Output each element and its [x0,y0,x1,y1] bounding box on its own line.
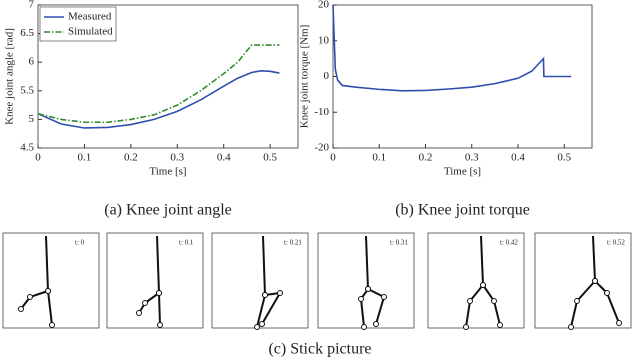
stick-joint [27,294,33,300]
legend-label: Measured [68,11,112,23]
stick-joint [254,324,260,330]
x-tick-label: 0.3 [465,152,479,164]
legend-label: Simulated [68,26,113,38]
stick-joint [381,294,387,300]
stick-joint [616,320,622,326]
stick-time-label: t: 0.31 [390,239,408,247]
stick-panel [534,232,632,329]
stick-joint [45,288,51,294]
y-tick-label: 10 [318,34,330,46]
stick-segment [158,292,161,326]
stick-joint [157,322,163,328]
caption: (b) Knee joint torque [395,202,530,219]
stick-joint [463,324,469,330]
data-line [37,69,280,129]
stick-joint [156,290,162,296]
stick-trunk [45,235,49,292]
plot-frame [37,4,299,149]
x-tick-label: 0.4 [511,152,525,164]
x-tick-label: 0.2 [124,152,138,164]
stick-joint [592,278,598,284]
y-axis-label: Knee joint torque [Nm] [299,25,311,129]
stick-segment [576,280,596,302]
stick-joint [49,322,55,328]
stick-joint [142,300,148,306]
y-tick-label: 20 [318,0,330,11]
stick-joint [361,324,367,330]
x-tick-label: 0.5 [263,152,277,164]
stick-trunk [262,235,266,296]
stick-panel [106,232,204,329]
caption: (c) Stick picture [268,341,371,358]
stick-segment [469,284,484,302]
stick-time-label: t: 0.52 [607,239,625,247]
caption: (a) Knee joint angle [104,202,232,219]
y-tick-label: 7 [29,0,35,11]
stick-joint [262,292,268,298]
stick-joint [604,290,610,296]
x-tick-label: 0.1 [372,152,386,164]
stick-trunk [592,235,596,282]
stick-segment [256,294,266,328]
stick-joint [373,321,379,327]
x-tick-label: 0.2 [419,152,433,164]
y-tick-label: -20 [314,142,329,154]
stick-trunk [365,235,369,290]
y-tick-label: 6.5 [20,27,34,39]
stick-joint [480,282,486,288]
stick-joint [277,290,283,296]
y-tick-label: 0 [324,70,330,82]
y-axis-label: Knee joint angle [rad] [4,28,16,125]
stick-joint [358,296,364,302]
stick-segment [47,290,53,326]
y-tick-label: 5 [29,113,35,125]
stick-trunk [156,235,160,294]
x-axis-label: Time [s] [149,166,186,178]
stick-joint [568,324,574,330]
data-line [332,4,572,92]
stick-segment [29,290,49,298]
stick-joint [136,310,142,316]
stick-segment [606,292,620,324]
stick-segment [493,300,501,326]
stick-segment [482,284,495,302]
stick-panel [427,232,525,329]
stick-joint [365,286,371,292]
stick-segment [261,292,281,325]
x-tick-label: 0.5 [557,152,571,164]
x-tick-label: 0.4 [217,152,231,164]
stick-segment [570,300,578,328]
stick-joint [491,298,497,304]
stick-segment [465,300,471,328]
stick-time-label: t: 0.42 [500,239,518,247]
x-tick-label: 0 [330,152,336,164]
y-tick-label: 6 [29,56,35,68]
x-tick-label: 0.3 [170,152,184,164]
stick-joint [18,306,24,312]
stick-segment [360,298,365,328]
x-tick-label: 0.1 [78,152,92,164]
y-tick-label: -10 [314,106,329,118]
stick-joint [497,322,503,328]
stick-joint [259,321,265,327]
stick-time-label: t: 0.1 [179,239,194,247]
stick-joint [467,298,473,304]
x-axis-label: Time [s] [444,166,481,178]
stick-trunk [480,235,484,286]
stick-segment [375,296,385,325]
stick-joint [574,298,580,304]
data-line [37,44,280,124]
y-tick-label: 5.5 [20,84,34,96]
legend-box [39,6,117,42]
stick-time-label: t: 0 [75,239,85,247]
stick-time-label: t: 0.21 [284,239,302,247]
x-tick-label: 0 [35,152,41,164]
y-tick-label: 4.5 [20,142,34,154]
